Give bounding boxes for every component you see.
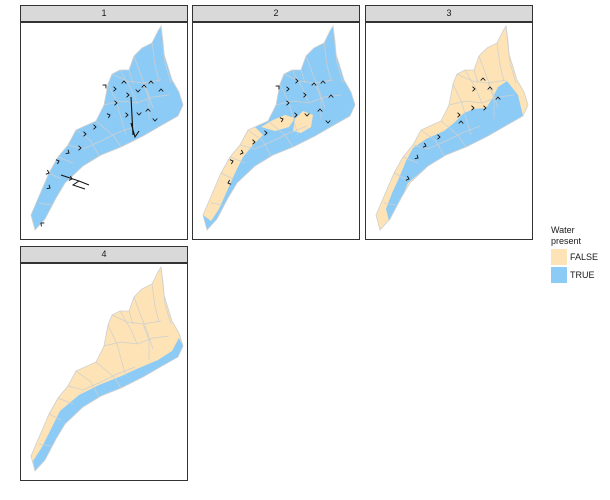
map-panel-2: [202, 24, 356, 231]
flow-arrows-long: [130, 96, 140, 139]
dry-area: [203, 127, 263, 221]
legend: Water present FALSE TRUE: [551, 225, 598, 283]
dry-area: [293, 111, 313, 133]
legend-key-false: [551, 249, 567, 265]
region-outline: [30, 24, 184, 231]
legend-title: Water present: [551, 225, 581, 247]
map-land: [31, 26, 183, 230]
flow-arrows: [227, 78, 334, 185]
map-panel-1: [30, 24, 184, 231]
panel-3-map: [365, 22, 533, 240]
region-outline: [375, 24, 529, 231]
flow-arrows: [40, 80, 164, 227]
legend-title-line-2: present: [551, 236, 582, 246]
legend-key-true: [551, 267, 567, 283]
subarea-boundaries: [383, 25, 517, 206]
water-area: [386, 81, 523, 221]
panel-4: 4: [20, 246, 188, 481]
flow-arrows: [405, 77, 501, 181]
panel-2: 2: [192, 5, 360, 240]
legend-label-true: TRUE: [570, 270, 595, 280]
panel-3: 3: [365, 5, 533, 240]
panel-strip-1: 1: [20, 5, 188, 22]
map-panel-4: [30, 265, 184, 472]
subarea-boundaries: [38, 25, 172, 206]
legend-label-false: FALSE: [570, 252, 599, 262]
region-outline: [30, 265, 184, 472]
dry-area: [261, 115, 295, 131]
subarea-boundaries: [38, 266, 172, 447]
panel-strip-2: 2: [192, 5, 360, 22]
map-panel-3: [375, 24, 529, 231]
panel-4-map: [20, 263, 188, 481]
water-area: [33, 338, 183, 471]
panel-2-map: [192, 22, 360, 240]
panel-1-map: [20, 22, 188, 240]
panel-strip-3: 3: [365, 5, 533, 22]
panel-strip-4: 4: [20, 246, 188, 263]
legend-title-line-1: Water: [551, 225, 575, 235]
flow-arrows-cluster: [60, 174, 90, 190]
panel-1: 1: [20, 5, 188, 240]
subarea-boundaries: [210, 25, 344, 206]
region-outline: [202, 24, 356, 231]
